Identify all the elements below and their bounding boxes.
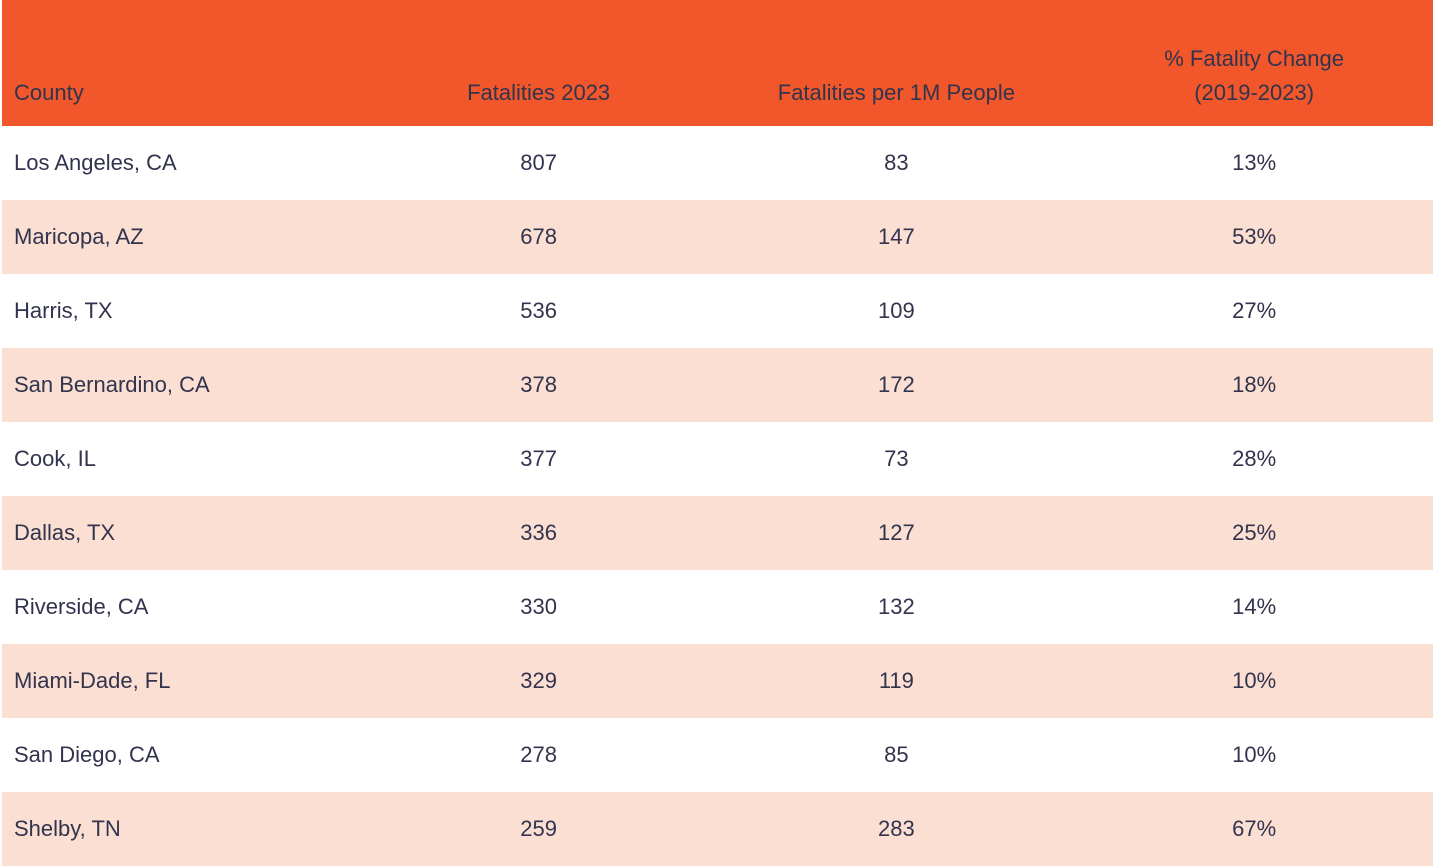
table-row: Riverside, CA 330 132 14% — [2, 570, 1433, 644]
cell-per-1m: 85 — [717, 718, 1076, 792]
cell-fatalities-2023: 536 — [359, 274, 718, 348]
pct-change-header-line1: % Fatality Change — [1164, 46, 1344, 71]
table-row: Harris, TX 536 109 27% — [2, 274, 1433, 348]
table-row: Los Angeles, CA 807 83 13% — [2, 126, 1433, 200]
table-row: Shelby, TN 259 283 67% — [2, 792, 1433, 866]
cell-county: Los Angeles, CA — [2, 126, 360, 200]
cell-pct-change: 14% — [1075, 570, 1433, 644]
table-row: Dallas, TX 336 127 25% — [2, 496, 1433, 570]
cell-pct-change: 18% — [1075, 348, 1433, 422]
cell-county: Maricopa, AZ — [2, 200, 360, 274]
cell-pct-change: 27% — [1075, 274, 1433, 348]
cell-fatalities-2023: 329 — [359, 644, 718, 718]
cell-pct-change: 13% — [1075, 126, 1433, 200]
header-row: County Fatalities 2023 Fatalities per 1M… — [2, 0, 1433, 126]
column-header-county: County — [2, 0, 360, 126]
cell-fatalities-2023: 259 — [359, 792, 718, 866]
pct-change-header-line2: (2019-2023) — [1194, 80, 1315, 105]
cell-fatalities-2023: 336 — [359, 496, 718, 570]
cell-county: Dallas, TX — [2, 496, 360, 570]
cell-pct-change: 67% — [1075, 792, 1433, 866]
cell-per-1m: 73 — [717, 422, 1076, 496]
cell-county: Riverside, CA — [2, 570, 360, 644]
cell-county: San Bernardino, CA — [2, 348, 360, 422]
table-row: San Bernardino, CA 378 172 18% — [2, 348, 1433, 422]
cell-per-1m: 109 — [717, 274, 1076, 348]
cell-per-1m: 83 — [717, 126, 1076, 200]
column-header-per-1m: Fatalities per 1M People — [717, 0, 1076, 126]
cell-per-1m: 132 — [717, 570, 1076, 644]
cell-county: Cook, IL — [2, 422, 360, 496]
cell-per-1m: 119 — [717, 644, 1076, 718]
cell-per-1m: 283 — [717, 792, 1076, 866]
cell-fatalities-2023: 377 — [359, 422, 718, 496]
cell-pct-change: 53% — [1075, 200, 1433, 274]
table-row: Maricopa, AZ 678 147 53% — [2, 200, 1433, 274]
table-row: San Diego, CA 278 85 10% — [2, 718, 1433, 792]
cell-county: Harris, TX — [2, 274, 360, 348]
column-header-fatalities-2023: Fatalities 2023 — [359, 0, 718, 126]
column-header-pct-change: % Fatality Change (2019-2023) — [1075, 0, 1433, 126]
cell-fatalities-2023: 807 — [359, 126, 718, 200]
cell-per-1m: 172 — [717, 348, 1076, 422]
cell-fatalities-2023: 378 — [359, 348, 718, 422]
table-row: Miami-Dade, FL 329 119 10% — [2, 644, 1433, 718]
table-row: Cook, IL 377 73 28% — [2, 422, 1433, 496]
cell-county: San Diego, CA — [2, 718, 360, 792]
cell-per-1m: 147 — [717, 200, 1076, 274]
cell-pct-change: 25% — [1075, 496, 1433, 570]
cell-county: Miami-Dade, FL — [2, 644, 360, 718]
cell-per-1m: 127 — [717, 496, 1076, 570]
cell-county: Shelby, TN — [2, 792, 360, 866]
cell-pct-change: 28% — [1075, 422, 1433, 496]
cell-fatalities-2023: 678 — [359, 200, 718, 274]
cell-pct-change: 10% — [1075, 644, 1433, 718]
cell-fatalities-2023: 278 — [359, 718, 718, 792]
cell-fatalities-2023: 330 — [359, 570, 718, 644]
cell-pct-change: 10% — [1075, 718, 1433, 792]
